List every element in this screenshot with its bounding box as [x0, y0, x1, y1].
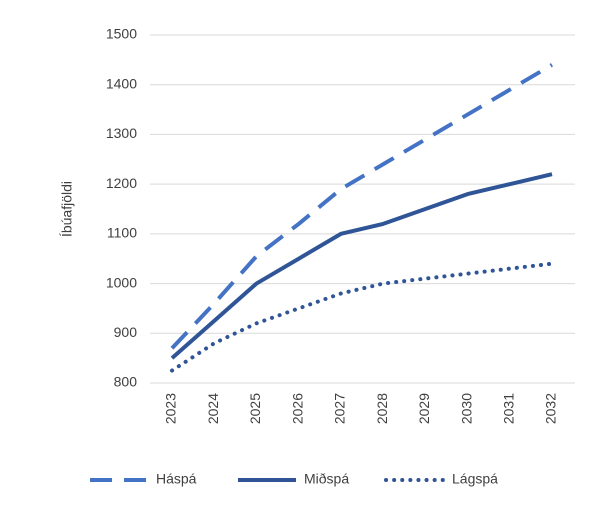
- x-tick-label: 2032: [543, 393, 559, 424]
- series-line: [170, 261, 554, 373]
- x-tick-label: 2029: [416, 393, 432, 424]
- x-tick-label: 2027: [332, 393, 348, 424]
- x-tick-label: 2026: [289, 393, 305, 424]
- series-line: [170, 172, 553, 360]
- x-tick-label: 2031: [500, 393, 516, 424]
- y-tick-label: 1200: [106, 175, 137, 191]
- y-tick-label: 1300: [106, 125, 137, 141]
- y-tick-label: 1500: [106, 26, 137, 42]
- y-tick-label: 1100: [107, 225, 137, 241]
- legend-label: Háspá: [156, 471, 197, 487]
- y-tick-label: 900: [114, 324, 138, 340]
- legend-label: Lágspá: [452, 471, 498, 487]
- series-line: [170, 63, 554, 350]
- x-tick-label: 2025: [247, 393, 263, 424]
- y-tick-label: 1400: [106, 75, 137, 91]
- x-tick-label: 2030: [458, 393, 474, 424]
- y-tick-label: 800: [114, 374, 138, 390]
- legend-label: Miðspá: [304, 471, 349, 487]
- x-tick-label: 2024: [205, 393, 221, 424]
- x-tick-label: 2023: [163, 393, 179, 424]
- y-axis-label: Íbúafjöldi: [59, 181, 75, 237]
- y-tick-label: 1000: [106, 274, 137, 290]
- x-tick-label: 2028: [374, 393, 390, 424]
